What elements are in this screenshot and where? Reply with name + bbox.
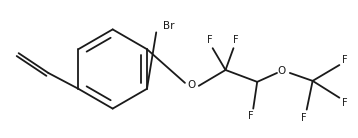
Text: Br: Br [163,21,175,31]
Text: F: F [343,98,348,108]
Text: O: O [278,66,286,76]
Text: O: O [188,80,196,90]
Text: F: F [233,35,238,45]
Text: F: F [301,112,306,123]
Text: F: F [207,35,213,45]
Text: F: F [248,111,254,120]
Text: F: F [343,55,348,65]
